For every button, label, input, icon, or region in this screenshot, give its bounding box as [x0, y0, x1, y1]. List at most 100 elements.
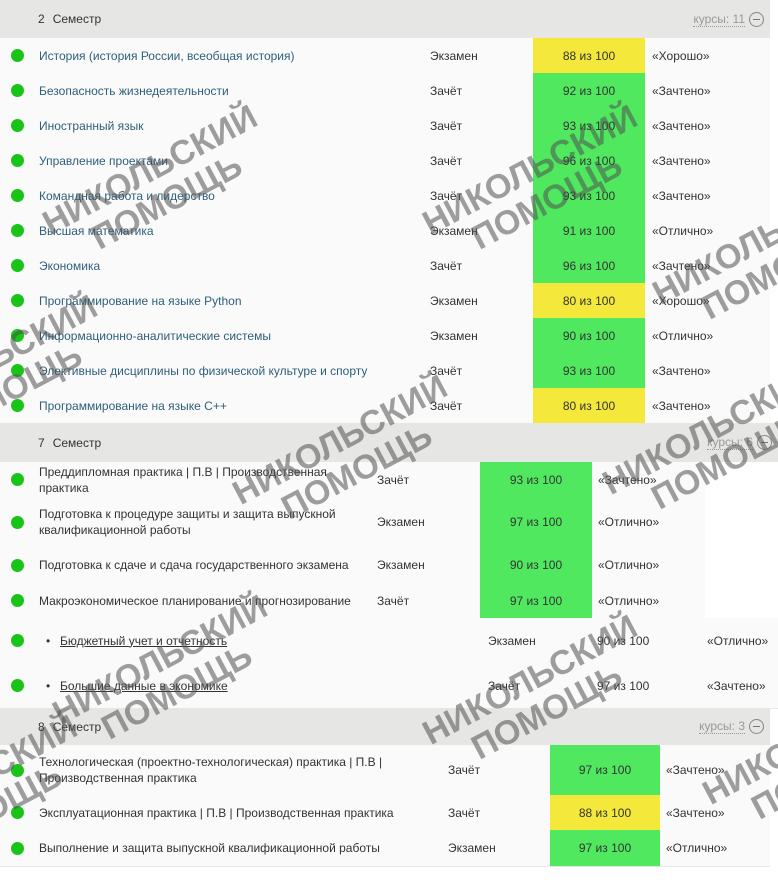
assessment-type: Экзамен — [377, 558, 425, 572]
course-count-link[interactable]: курсы: 3 — [699, 719, 745, 734]
status-dot-icon — [11, 841, 24, 855]
course-name-link[interactable]: Большие данные в экономике — [60, 678, 228, 694]
course-count-link[interactable]: курсы: 6 — [707, 435, 753, 450]
status-dot-icon — [11, 679, 24, 692]
score-cell: 80 из 100 — [533, 388, 645, 423]
course-name-link[interactable]: История (история России, всеобщая истори… — [39, 48, 295, 63]
assessment-type: Зачёт — [430, 363, 463, 378]
semester-number: 8 — [38, 719, 45, 734]
score-cell: 90 из 100 — [533, 318, 645, 353]
collapse-icon[interactable] — [757, 435, 772, 450]
status-dot-icon — [11, 763, 24, 777]
status-dot-icon — [11, 806, 24, 819]
course-row: Макроэкономическое планирование и прогно… — [0, 583, 705, 619]
course-row: История (история России, всеобщая истори… — [0, 38, 770, 74]
score-cell: 97 из 100 — [550, 830, 660, 866]
course-row: Экономика Зачёт 96 из 100 «Зачтено» — [0, 248, 770, 284]
course-name-link[interactable]: Экономика — [39, 258, 101, 273]
grade-text: «Зачтено» — [652, 118, 711, 133]
course-row: Технологическая (проектно-технологическа… — [0, 745, 770, 796]
grade-text: «Зачтено» — [707, 678, 766, 693]
status-dot-icon — [11, 329, 24, 342]
collapse-icon[interactable] — [749, 719, 764, 734]
grade-text: «Хорошо» — [652, 48, 710, 63]
grade-text: «Отлично» — [598, 558, 660, 572]
score-cell: 92 из 100 — [533, 73, 645, 108]
score-cell: 93 из 100 — [533, 353, 645, 388]
course-name-link[interactable]: Управление проектами — [39, 153, 168, 168]
semester-header[interactable]: 8 Семестр курсы: 3 — [0, 708, 770, 745]
assessment-type: Экзамен — [448, 841, 496, 855]
score-cell: 93 из 100 — [533, 108, 645, 143]
score-cell: 91 из 100 — [533, 213, 645, 248]
status-dot-icon — [11, 364, 24, 377]
course-row: Подготовка к сдаче и сдача государственн… — [0, 547, 705, 584]
semester-label: Семестр — [52, 435, 102, 450]
course-name-link[interactable]: Подготовка к сдаче и сдача государственн… — [39, 558, 349, 572]
collapse-icon[interactable] — [749, 11, 764, 27]
score-cell: 93 из 100 — [480, 462, 592, 497]
score-cell: 97 из 100 — [597, 678, 650, 693]
score-cell: 97 из 100 — [480, 583, 592, 618]
score-cell: 97 из 100 — [550, 745, 660, 795]
course-name-link[interactable]: Бюджетный учет и отчетность — [60, 633, 227, 649]
status-dot-icon — [11, 634, 24, 647]
status-dot-icon — [11, 473, 24, 486]
course-name-link[interactable]: Безопасность жизнедеятельности — [39, 83, 229, 98]
course-row: Выполнение и защита выпускной квалификац… — [0, 830, 770, 867]
grade-text: «Отлично» — [707, 633, 769, 648]
status-dot-icon — [11, 84, 24, 97]
score-cell: 88 из 100 — [550, 795, 660, 830]
assessment-type: Зачёт — [430, 398, 463, 413]
course-count-link[interactable]: курсы: 11 — [693, 11, 745, 27]
course-row: Бюджетный учет и отчетность Экзамен 90 из … — [0, 618, 778, 664]
assessment-type: Экзамен — [430, 223, 478, 238]
status-dot-icon — [11, 49, 24, 62]
semester-number: 7 — [38, 435, 45, 450]
course-row: Элективные дисциплины по физической куль… — [0, 353, 770, 389]
course-name-link[interactable]: Элективные дисциплины по физической куль… — [39, 363, 368, 378]
course-name-link[interactable]: Иностранный язык — [39, 118, 144, 133]
score-cell: 96 из 100 — [533, 248, 645, 283]
course-name-link[interactable]: Высшая математика — [39, 223, 154, 238]
assessment-type: Зачёт — [448, 805, 481, 820]
semester-header[interactable]: 7 Семестр курсы: 6 — [0, 423, 778, 462]
grade-text: «Зачтено» — [652, 83, 711, 98]
score-cell: 88 из 100 — [533, 38, 645, 73]
grade-text: «Зачтено» — [652, 398, 711, 413]
course-name-link[interactable]: Эксплуатационная практика | П.В | Произв… — [39, 805, 394, 820]
assessment-type: Зачёт — [430, 258, 463, 273]
grade-text: «Хорошо» — [652, 293, 710, 308]
course-name-link[interactable]: Информационно-аналитические системы — [39, 328, 271, 343]
grade-text: «Отлично» — [598, 515, 660, 529]
assessment-type: Зачёт — [488, 678, 521, 693]
semester-header[interactable]: 2 Семестр курсы: 11 — [0, 0, 770, 38]
score-cell: 90 из 100 — [480, 547, 592, 583]
status-dot-icon — [11, 558, 24, 572]
course-name-link[interactable]: Программирование на языке Python — [39, 293, 242, 308]
score-cell: 97 из 100 — [480, 497, 592, 547]
score-cell: 93 из 100 — [533, 178, 645, 213]
assessment-type: Экзамен — [488, 633, 536, 648]
grade-text: «Зачтено» — [598, 472, 657, 487]
status-dot-icon — [11, 189, 24, 202]
assessment-type: Экзамен — [430, 328, 478, 343]
assessment-type: Экзамен — [430, 48, 478, 63]
course-row: Преддипломная практика | П.В | Производс… — [0, 462, 705, 498]
course-row: Управление проектами Зачёт 96 из 100 «Зачте… — [0, 143, 770, 179]
course-name-link[interactable]: Макроэкономическое планирование и прогно… — [39, 593, 351, 608]
status-dot-icon — [11, 515, 24, 529]
course-name-link[interactable]: Командная работа и лидерство — [39, 188, 215, 203]
course-name-link[interactable]: Программирование на языке C++ — [39, 398, 227, 413]
course-name-link[interactable]: Подготовка к процедуре защиты и защита в… — [39, 507, 336, 537]
score-cell: 90 из 100 — [597, 633, 650, 648]
course-row: Командная работа и лидерство Зачёт 93 из 1… — [0, 178, 770, 214]
course-row: Программирование на языке C++ Зачёт 80 из … — [0, 388, 770, 424]
course-name-link[interactable]: Преддипломная практика | П.В | Производс… — [39, 464, 327, 495]
course-name-link[interactable]: Выполнение и защита выпускной квалификац… — [39, 841, 380, 855]
assessment-type: Зачёт — [377, 593, 410, 608]
grade-text: «Зачтено» — [652, 258, 711, 273]
grade-text: «Зачтено» — [652, 188, 711, 203]
course-name-link[interactable]: Технологическая (проектно-технологическа… — [39, 755, 383, 785]
grade-text: «Отлично» — [652, 223, 714, 238]
